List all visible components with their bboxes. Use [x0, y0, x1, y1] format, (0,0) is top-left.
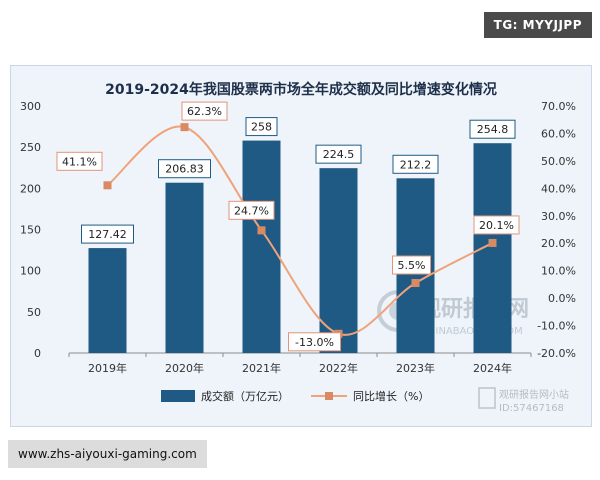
growth-value-label-box	[181, 101, 228, 121]
y-left-tick-label: 50	[27, 306, 41, 319]
y-right-tick-label: 40.0%	[541, 182, 576, 195]
bar	[88, 248, 127, 353]
growth-value-label-box	[473, 215, 520, 235]
y-right-tick-label: -20.0%	[537, 347, 576, 360]
chart-panel: 2019-2024年我国股票两市场全年成交额及同比增速变化情况 观研报告网 CH…	[10, 65, 592, 427]
growth-marker	[488, 238, 497, 247]
y-right-tick-label: 20.0%	[541, 237, 576, 250]
legend-line-label: 同比增长（%）	[353, 389, 429, 403]
growth-value-label: -13.0%	[295, 336, 334, 349]
x-tick-label: 2021年	[242, 361, 281, 375]
watermark-small: 观研报告网小站 ID:57467168	[478, 387, 569, 414]
tg-badge: TG: MYYJJPP	[483, 12, 592, 38]
y-left-tick-label: 300	[20, 100, 41, 113]
y-left-tick-label: 150	[20, 224, 41, 237]
legend-line-marker	[325, 392, 333, 400]
bar	[165, 182, 204, 353]
legend-bar-swatch	[161, 390, 195, 402]
bar-value-label-box	[158, 159, 211, 179]
bar-value-label-box	[81, 224, 134, 244]
growth-marker	[180, 123, 189, 132]
bar-value-label-box	[245, 117, 278, 137]
bar-value-label: 127.42	[88, 228, 127, 241]
y-left-tick-label: 100	[20, 265, 41, 278]
growth-value-label-box	[56, 151, 103, 171]
y-right-tick-label: -10.0%	[537, 320, 576, 333]
growth-value-label-box	[392, 255, 431, 275]
x-tick-label: 2023年	[396, 361, 435, 375]
y-right-tick-label: 70.0%	[541, 100, 576, 113]
bar	[473, 143, 512, 353]
bar	[319, 168, 358, 353]
chart-title: 2019-2024年我国股票两市场全年成交额及同比增速变化情况	[105, 81, 497, 98]
x-tick-label: 2024年	[473, 361, 512, 375]
y-left-tick-label: 200	[20, 182, 41, 195]
growth-marker	[257, 226, 266, 235]
y-right-tick-label: 30.0%	[541, 210, 576, 223]
growth-value-label: 24.7%	[234, 204, 269, 217]
watermark-small-text: 观研报告网小站	[499, 388, 569, 401]
bar-value-label-box	[392, 154, 439, 174]
growth-value-label-box	[288, 332, 341, 352]
growth-value-label-box	[228, 200, 275, 220]
y-left-tick-label: 250	[20, 141, 41, 154]
bar-value-label: 224.5	[323, 148, 355, 161]
y-left-tick-label: 0	[34, 347, 41, 360]
watermark-id: ID:57467168	[499, 403, 564, 414]
bar-value-label: 212.2	[400, 158, 432, 171]
watermark-domain: CHINABAOGAO.COM	[421, 326, 523, 337]
growth-value-label: 41.1%	[62, 155, 97, 168]
chart-svg: 2019-2024年我国股票两市场全年成交额及同比增速变化情况 观研报告网 CH…	[20, 81, 576, 414]
legend: 成交额（万亿元） 同比增长（%）	[161, 389, 429, 403]
y-right-tick-label: 0.0%	[548, 292, 576, 305]
bar-value-label: 258	[251, 121, 272, 134]
growth-value-label: 62.3%	[187, 105, 222, 118]
growth-value-label: 5.5%	[398, 259, 426, 272]
y-right-tick-label: 50.0%	[541, 155, 576, 168]
bar-value-label: 206.83	[165, 163, 204, 176]
x-tick-label: 2019年	[88, 361, 127, 375]
x-tick-label: 2022年	[319, 361, 358, 375]
growth-marker	[411, 279, 420, 288]
url-badge: www.zhs-aiyouxi-gaming.com	[8, 440, 207, 468]
bar-value-label-box	[469, 119, 516, 139]
y-right-tick-label: 10.0%	[541, 265, 576, 278]
watermark-small-emblem-icon	[478, 387, 496, 409]
data-labels-layer: 127.42 206.83 258 224.5 212.2 254.8 41.1% 62.3%…	[56, 101, 520, 352]
bar	[242, 140, 281, 353]
growth-marker	[103, 181, 112, 190]
legend-bar-label: 成交额（万亿元）	[201, 389, 289, 403]
bar-value-label-box	[315, 144, 362, 164]
x-tick-label: 2020年	[165, 361, 204, 375]
growth-value-label: 20.1%	[479, 219, 514, 232]
axes-layer: 2019年 2020年 2021年 2022年 2023年 2024年 0 50 100 150 2…	[20, 100, 576, 375]
y-right-tick-label: 60.0%	[541, 127, 576, 140]
bar-value-label: 254.8	[477, 123, 509, 136]
